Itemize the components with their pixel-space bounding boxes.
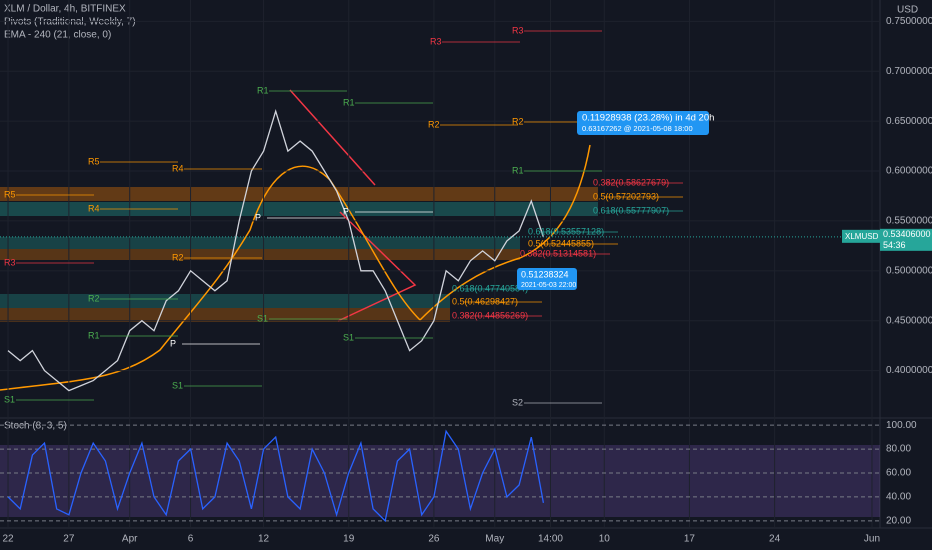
stoch-line — [7, 429, 545, 523]
indicator-label: Pivots (Traditional, Weekly, 7) — [4, 17, 136, 28]
price-badge — [880, 228, 932, 251]
annotation: R2 — [428, 119, 440, 129]
annotation: 0.5(0.57202793) — [593, 191, 659, 201]
annotation: 0.5(0.46298427) — [452, 296, 518, 306]
x-tick-label: Apr — [122, 534, 138, 545]
currency-label: USD — [897, 5, 918, 16]
annotation: S2 — [512, 397, 523, 407]
annotation: S1 — [172, 380, 183, 390]
measure-box — [517, 268, 577, 290]
fib-band — [0, 249, 520, 260]
annotation: R3 — [4, 257, 16, 267]
annotation: P — [170, 338, 176, 348]
y-tick-label: 60.00 — [886, 468, 911, 479]
annotation: 0.618(0.47740584) — [452, 283, 528, 293]
annotation: R3 — [512, 25, 524, 35]
indicator-label: Stoch (8, 3, 5) — [4, 421, 67, 432]
measure-date: 2021-05-03 22:00 — [521, 282, 576, 289]
measure-low: 0.51238324 — [521, 269, 569, 279]
y-tick-label: 0.40000000 — [886, 365, 932, 376]
annotation: P — [255, 212, 261, 222]
measure-text: 0.11928938 (23.28%) in 4d 20h — [582, 113, 714, 124]
x-tick-label: 24 — [769, 534, 781, 545]
fib-band — [0, 202, 598, 216]
fib-band — [0, 294, 450, 308]
annotation: R5 — [88, 156, 100, 166]
annotation: 0.382(0.51314581) — [520, 248, 596, 258]
x-tick-label: May — [485, 534, 504, 545]
x-tick-label: 26 — [428, 534, 440, 545]
symbol-label: XLMUSD — [845, 232, 879, 241]
annotation: R1 — [88, 330, 100, 340]
x-tick-label: 14:00 — [538, 534, 563, 545]
price-line — [7, 108, 545, 392]
annotation: R1 — [512, 165, 524, 175]
annotation: R2 — [172, 252, 184, 262]
annotation: 0.382(0.58627679) — [593, 177, 669, 187]
symbol-badge — [842, 229, 880, 243]
y-tick-label: 20.00 — [886, 515, 911, 526]
symbol-title: XLM / Dollar, 4h, BITFINEX — [4, 4, 126, 15]
x-tick-label: 6 — [188, 534, 194, 545]
annotation: 0.618(0.53557128) — [528, 226, 604, 236]
x-tick-label: 10 — [599, 534, 611, 545]
annotation: S1 — [343, 332, 354, 342]
annotation: 0.382(0.44856269) — [452, 310, 528, 320]
annotation: R2 — [512, 116, 524, 126]
measure-box — [577, 111, 709, 135]
measure-sub: 0.63167262 @ 2021-05-08 18:00 — [582, 124, 693, 133]
annotation: 0.618(0.55777907) — [593, 205, 669, 215]
fib-band — [0, 308, 450, 322]
x-tick-label: 17 — [684, 534, 696, 545]
fib-band — [0, 187, 598, 201]
annotation: R2 — [88, 293, 100, 303]
x-tick-label: 27 — [63, 534, 75, 545]
fib-band — [0, 237, 520, 249]
annotation: S1 — [257, 313, 268, 323]
x-tick-label: Jun — [864, 534, 880, 545]
x-tick-label: 22 — [2, 534, 14, 545]
annotation: 0.5(0.52445855) — [528, 238, 594, 248]
countdown: 54:36 — [883, 240, 906, 250]
annotation: R1 — [343, 97, 355, 107]
y-tick-label: 40.00 — [886, 492, 911, 503]
indicator-label: EMA - 240 (21, close, 0) — [4, 30, 111, 41]
annotation: S1 — [4, 394, 15, 404]
y-tick-label: 80.00 — [886, 444, 911, 455]
annotation: R1 — [257, 85, 269, 95]
y-tick-label: 100.00 — [886, 420, 917, 431]
annotation: R4 — [172, 163, 184, 173]
annotation: R3 — [430, 36, 442, 46]
x-tick-label: 19 — [343, 534, 355, 545]
x-tick-label: 12 — [258, 534, 270, 545]
annotation: R5 — [4, 189, 16, 199]
stoch-band — [0, 445, 880, 517]
annotation: R4 — [88, 203, 100, 213]
price-label: 0.53406000 — [883, 229, 931, 239]
annotation: P — [343, 206, 349, 216]
